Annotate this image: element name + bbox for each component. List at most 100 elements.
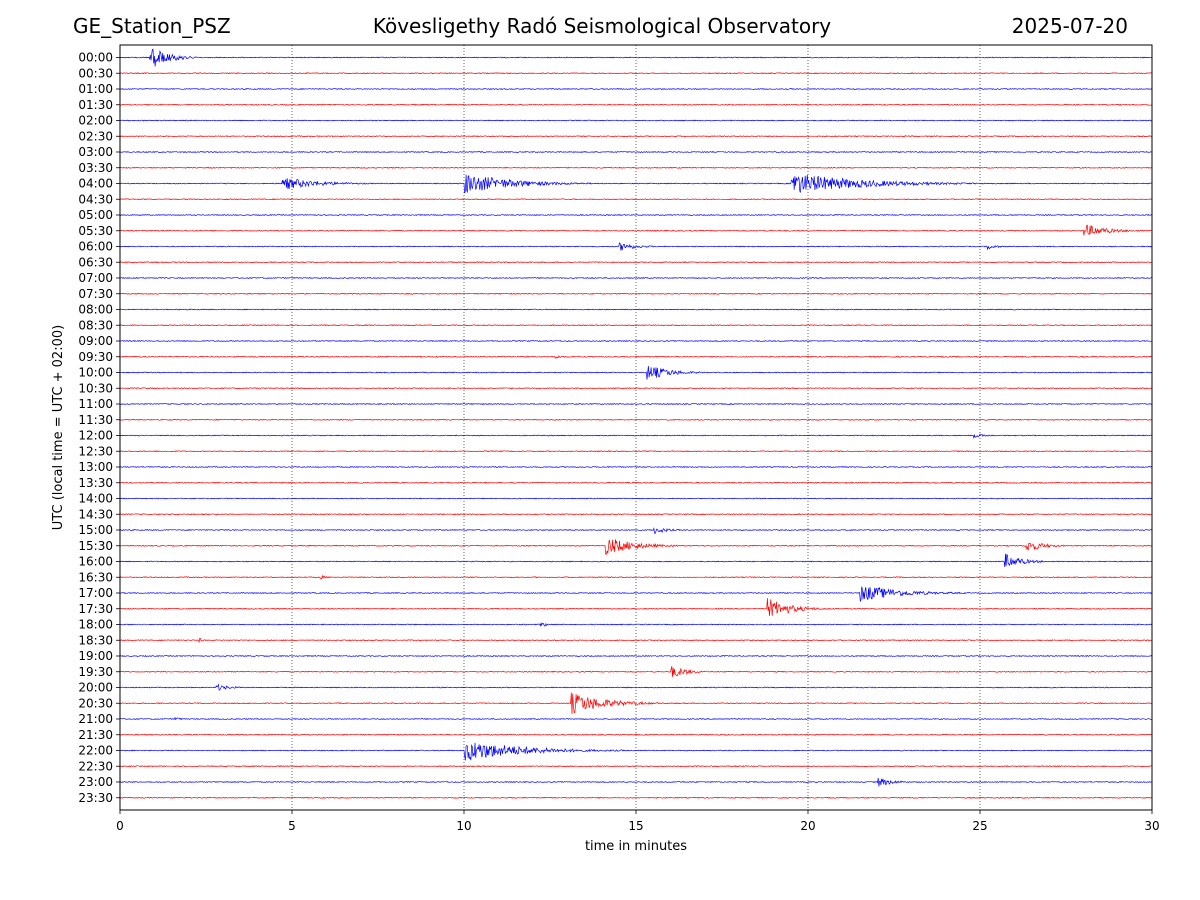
trace-2230 — [119, 765, 1153, 768]
y-tick-label: 21:00 — [78, 712, 113, 726]
y-tick-label: 15:30 — [78, 539, 113, 553]
y-tick-label: 07:30 — [78, 287, 113, 301]
trace-1830 — [120, 637, 1153, 644]
y-tick-label: 14:00 — [78, 492, 113, 506]
y-tick-label: 22:00 — [78, 744, 113, 758]
trace-0430 — [119, 198, 1153, 201]
trace-0500 — [119, 214, 1153, 216]
x-tick-label: 30 — [1144, 819, 1159, 833]
trace-1530 — [119, 539, 1153, 555]
trace-1900 — [119, 655, 1153, 657]
x-axis: 0 5 10 15 20 25 30 — [116, 810, 1160, 833]
trace-1430 — [119, 513, 1152, 516]
trace-1500 — [119, 527, 1153, 534]
x-tick-label: 25 — [972, 819, 987, 833]
y-tick-label: 03:30 — [78, 161, 113, 175]
y-tick-label: 15:00 — [78, 523, 113, 537]
y-tick-label: 09:00 — [78, 334, 113, 348]
trace-1230 — [119, 450, 1152, 453]
y-tick-label: 20:30 — [78, 696, 113, 710]
y-tick-label: 06:30 — [78, 255, 113, 269]
trace-1800 — [119, 621, 1153, 627]
x-tick-label: 5 — [288, 819, 296, 833]
trace-0600 — [119, 242, 1153, 251]
y-tick-label: 13:30 — [78, 476, 113, 490]
trace-1700 — [119, 586, 1153, 602]
y-tick-label: 18:00 — [78, 618, 113, 632]
y-tick-label: 10:30 — [78, 381, 113, 395]
trace-1030 — [119, 387, 1153, 390]
y-tick-label: 01:00 — [78, 82, 113, 96]
y-tick-label: 16:30 — [78, 570, 113, 584]
trace-1200 — [119, 433, 1153, 439]
y-tick-label: 21:30 — [78, 728, 113, 742]
grid-lines — [291, 45, 981, 810]
trace-2130 — [119, 733, 1153, 736]
trace-1930 — [119, 666, 1153, 677]
trace-2100 — [119, 716, 1153, 721]
trace-2000 — [119, 683, 1152, 691]
trace-0400 — [119, 174, 1152, 194]
trace-0200 — [119, 119, 1153, 122]
y-tick-label: 00:30 — [78, 66, 113, 80]
y-tick-label: 05:00 — [78, 208, 113, 222]
trace-0830 — [119, 324, 1153, 327]
trace-1000 — [119, 366, 1152, 380]
y-tick-label: 09:30 — [78, 350, 113, 364]
x-tick-label: 10 — [456, 819, 471, 833]
trace-1100 — [119, 403, 1153, 405]
y-tick-label: 13:00 — [78, 460, 113, 474]
y-tick-label: 01:30 — [78, 98, 113, 112]
y-tick-label: 06:00 — [78, 240, 113, 254]
y-tick-label: 23:30 — [78, 791, 113, 805]
trace-1630 — [119, 574, 1152, 580]
y-tick-label: 12:00 — [78, 429, 113, 443]
trace-1400 — [119, 497, 1153, 500]
date-title: 2025-07-20 — [1011, 14, 1128, 38]
y-tick-label: 11:30 — [78, 413, 113, 427]
y-tick-label: 17:30 — [78, 602, 113, 616]
y-tick-label: 08:30 — [78, 318, 113, 332]
station-title: GE_Station_PSZ — [73, 14, 231, 38]
x-tick-label: 15 — [628, 819, 643, 833]
y-tick-label: 23:00 — [78, 775, 113, 789]
observatory-title: Kövesligethy Radó Seismological Observat… — [372, 14, 832, 38]
trace-2200 — [120, 742, 1153, 761]
trace-2300 — [119, 777, 1153, 787]
y-tick-label: 22:30 — [78, 759, 113, 773]
y-tick-label: 08:00 — [78, 303, 113, 317]
y-tick-label: 02:00 — [78, 114, 113, 128]
y-tick-label: 02:30 — [78, 129, 113, 143]
y-tick-label: 19:00 — [78, 649, 113, 663]
y-tick-label: 20:00 — [78, 681, 113, 695]
y-tick-label: 04:30 — [78, 192, 113, 206]
trace-2330 — [119, 796, 1153, 799]
y-tick-label: 16:00 — [78, 555, 113, 569]
traces-group — [119, 48, 1153, 799]
trace-0000 — [119, 48, 1153, 67]
y-tick-label: 18:30 — [78, 633, 113, 647]
trace-0900 — [119, 340, 1153, 342]
trace-0300 — [119, 151, 1153, 153]
trace-0800 — [119, 308, 1153, 311]
y-axis-label: UTC (local time = UTC + 02:00) — [51, 325, 66, 530]
y-tick-label: 00:00 — [78, 51, 113, 65]
trace-1330 — [119, 481, 1153, 484]
y-tick-label: 12:30 — [78, 444, 113, 458]
x-tick-label: 0 — [116, 819, 124, 833]
trace-1730 — [119, 598, 1152, 617]
trace-0100 — [119, 88, 1153, 90]
trace-2030 — [119, 692, 1153, 715]
y-tick-label: 03:00 — [78, 145, 113, 159]
trace-0930 — [119, 355, 1153, 359]
trace-0030 — [119, 72, 1153, 75]
trace-0230 — [119, 135, 1153, 138]
y-tick-label: 19:30 — [78, 665, 113, 679]
y-tick-label: 10:00 — [78, 366, 113, 380]
trace-0700 — [119, 277, 1153, 279]
y-tick-label: 17:00 — [78, 586, 113, 600]
x-tick-label: 20 — [800, 819, 815, 833]
x-axis-label: time in minutes — [585, 839, 687, 854]
